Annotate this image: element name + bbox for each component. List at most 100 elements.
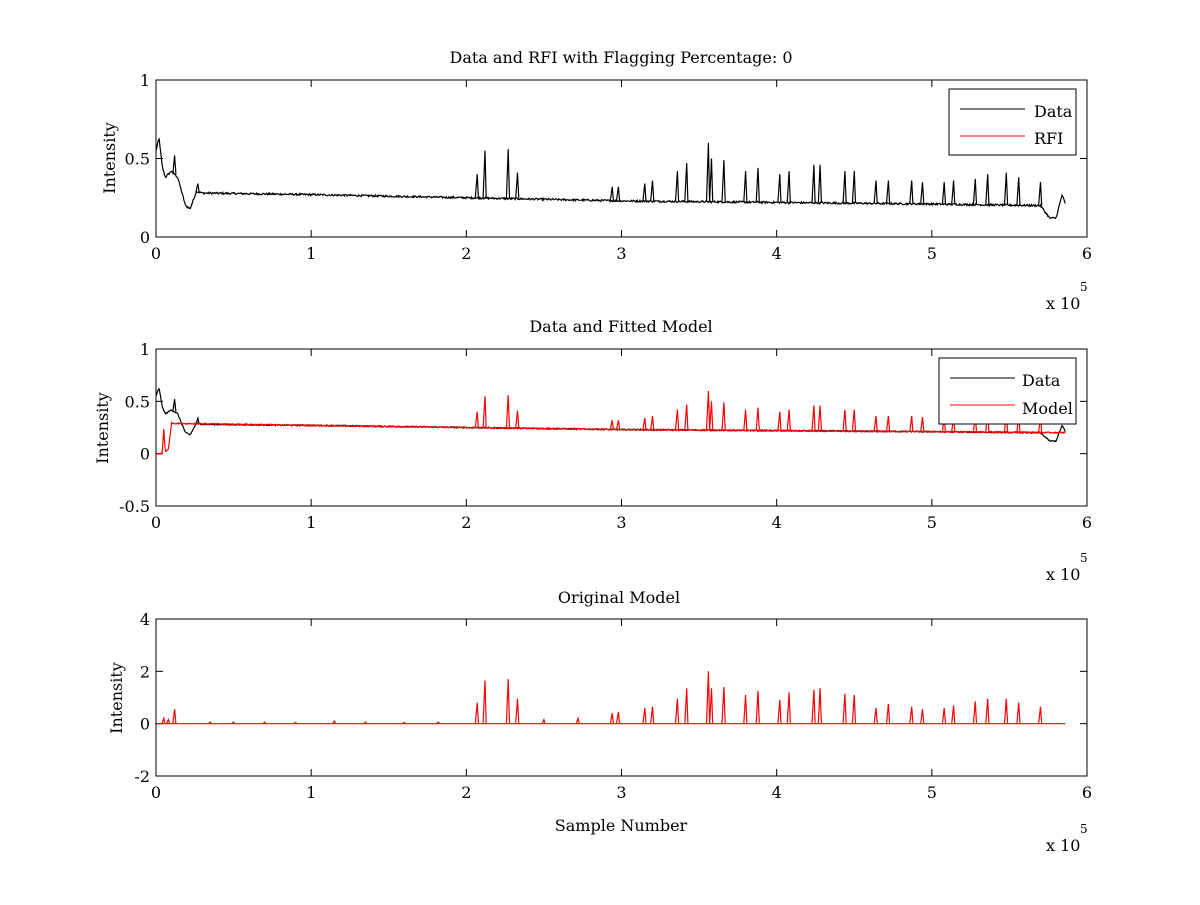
series-spike	[262, 721, 267, 725]
series-spike	[609, 713, 614, 724]
series-spike	[684, 163, 689, 202]
series-spike	[721, 686, 726, 724]
x-tick-label: 3	[616, 244, 626, 263]
series-spike	[474, 174, 479, 199]
series-spike	[642, 418, 647, 430]
chart-title: Data and RFI with Flagging Percentage: 0	[449, 48, 792, 67]
x-tick-label: 5	[927, 244, 937, 263]
y-tick-label: 2	[140, 662, 150, 681]
series-spike	[482, 680, 487, 724]
x-tick-label: 0	[151, 783, 161, 802]
series-spike	[650, 415, 655, 430]
x-axis-label: Sample Number	[555, 816, 688, 835]
series-spike	[985, 174, 990, 205]
series-spike	[777, 411, 782, 431]
series-spike	[743, 694, 748, 724]
series-spike	[811, 164, 816, 203]
series-spike	[941, 707, 947, 724]
plot-frame	[155, 348, 1088, 507]
series-spike	[615, 420, 621, 430]
series-spike	[172, 155, 177, 175]
x-multiplier-exponent: 5	[1080, 280, 1088, 294]
legend: Data Model	[938, 357, 1077, 425]
series-spike	[951, 180, 956, 205]
series-line-data	[155, 388, 1066, 443]
series-spike	[851, 171, 857, 204]
series-spike	[482, 150, 487, 199]
series-spike	[609, 420, 614, 430]
series-spike	[363, 721, 368, 725]
x-tick-label: 0	[151, 513, 161, 532]
series-spike	[985, 698, 990, 724]
series-spike	[909, 706, 914, 724]
y-tick-label: 0	[140, 445, 150, 464]
series-spike	[920, 709, 925, 724]
series-spike	[615, 186, 621, 201]
series-spike	[1003, 698, 1009, 724]
y-tick-labels: 00.51	[125, 71, 1087, 247]
series-spike	[851, 694, 857, 724]
series-spike	[920, 416, 925, 432]
series-spike	[755, 690, 760, 724]
series-spike	[811, 405, 816, 431]
series-spike	[1038, 182, 1043, 206]
series-spike	[650, 180, 655, 202]
x-tick-labels: 0 1 2 3 4 5 6	[151, 80, 1092, 263]
series-spike	[642, 183, 647, 202]
series-spike	[842, 409, 847, 432]
series-spike	[705, 390, 711, 431]
series-spike	[743, 409, 748, 431]
series-spike	[885, 415, 891, 432]
series-spike	[195, 415, 200, 424]
y-tick-label: 0.5	[125, 392, 150, 411]
x-tick-label: 6	[1082, 783, 1092, 802]
series-group	[155, 137, 1066, 220]
x-multiplier-base: x 10	[1046, 565, 1080, 584]
legend-entry-model: Model	[1022, 399, 1073, 418]
series-spike	[777, 174, 782, 203]
series-spike	[1016, 702, 1021, 724]
series-spike	[1016, 177, 1021, 206]
series-spike	[972, 178, 978, 205]
series-spike	[1038, 706, 1043, 724]
series-spike	[1003, 172, 1009, 206]
x-tick-label: 2	[461, 783, 471, 802]
series-spike	[842, 693, 847, 724]
series-spike	[231, 721, 236, 725]
series-spike	[755, 167, 760, 203]
series-spike	[436, 721, 441, 725]
series-spike	[615, 711, 621, 724]
series-spike	[674, 171, 680, 202]
legend-entry-rfi: RFI	[1034, 129, 1063, 148]
series-spike	[909, 180, 914, 204]
series-spike	[941, 182, 947, 205]
y-tick-label: 1	[140, 340, 150, 359]
series-spike	[755, 407, 760, 431]
series-spike	[817, 405, 822, 431]
legend-box	[938, 357, 1077, 425]
x-tick-label: 4	[772, 513, 782, 532]
x-tick-label: 5	[927, 783, 937, 802]
chart-title: Original Model	[558, 588, 680, 607]
y-axis-label: Intensity	[93, 392, 112, 464]
x-multiplier-base: x 10	[1046, 294, 1080, 313]
series-spike	[684, 404, 689, 431]
legend-box	[948, 88, 1077, 156]
series-spike	[817, 164, 822, 203]
series-spike	[642, 707, 647, 724]
series-spike	[873, 707, 878, 724]
series-spike	[721, 160, 726, 202]
x-multiplier-base: x 10	[1046, 836, 1080, 855]
y-tick-label: -2	[134, 767, 150, 786]
legend: Data RFI	[948, 88, 1077, 156]
x-tick-label: 6	[1082, 244, 1092, 263]
series-spike	[474, 702, 479, 724]
series-spike	[705, 671, 711, 724]
series-spike	[505, 395, 511, 429]
x-tick-label: 2	[461, 513, 471, 532]
series-spike	[684, 688, 689, 724]
series-spike	[873, 415, 878, 432]
x-tick-label: 4	[772, 244, 782, 263]
y-tick-label: -0.5	[119, 497, 150, 516]
